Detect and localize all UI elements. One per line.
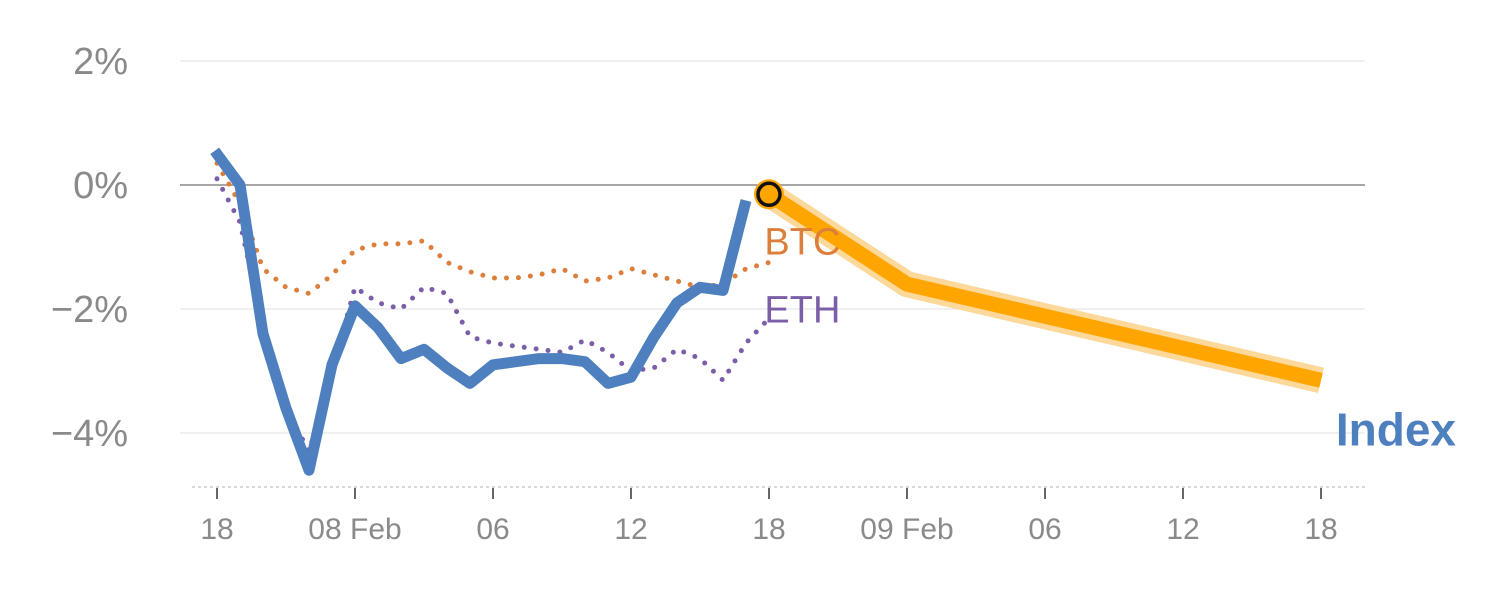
series-layer bbox=[210, 147, 1324, 476]
y-axis-tick-labels: 2% 0% −2% −4% bbox=[51, 41, 128, 455]
x-tick-label: 09 Feb bbox=[860, 513, 953, 546]
forecast-halo bbox=[761, 183, 1324, 393]
forecast-line bbox=[764, 188, 1323, 388]
x-tick-label: 06 bbox=[476, 513, 509, 546]
x-tick-label: 18 bbox=[752, 513, 785, 546]
x-tick-label: 18 bbox=[200, 513, 233, 546]
highlight-point bbox=[756, 181, 782, 208]
x-tick-label: 12 bbox=[1166, 513, 1199, 546]
x-tick-label: 18 bbox=[1304, 513, 1337, 546]
series-labels: BTC ETH Index bbox=[764, 221, 1456, 455]
eth-line bbox=[214, 176, 772, 455]
index-series-label: Index bbox=[1336, 403, 1457, 455]
btc-series-label: BTC bbox=[764, 221, 840, 263]
btc-line bbox=[214, 160, 772, 296]
eth-series-label: ETH bbox=[764, 290, 840, 332]
y-tick-label: 0% bbox=[73, 165, 128, 207]
x-tick-label: 06 bbox=[1028, 513, 1061, 546]
y-tick-label: −4% bbox=[51, 413, 128, 455]
x-tick-label: 08 Feb bbox=[308, 513, 401, 546]
gridlines bbox=[180, 60, 1365, 434]
y-tick-label: 2% bbox=[73, 41, 128, 83]
x-tick-label: 12 bbox=[614, 513, 647, 546]
x-axis: 18 08 Feb 06 12 18 09 Feb 06 12 18 bbox=[192, 486, 1365, 546]
index-line bbox=[210, 147, 752, 476]
y-tick-label: −2% bbox=[51, 289, 128, 331]
